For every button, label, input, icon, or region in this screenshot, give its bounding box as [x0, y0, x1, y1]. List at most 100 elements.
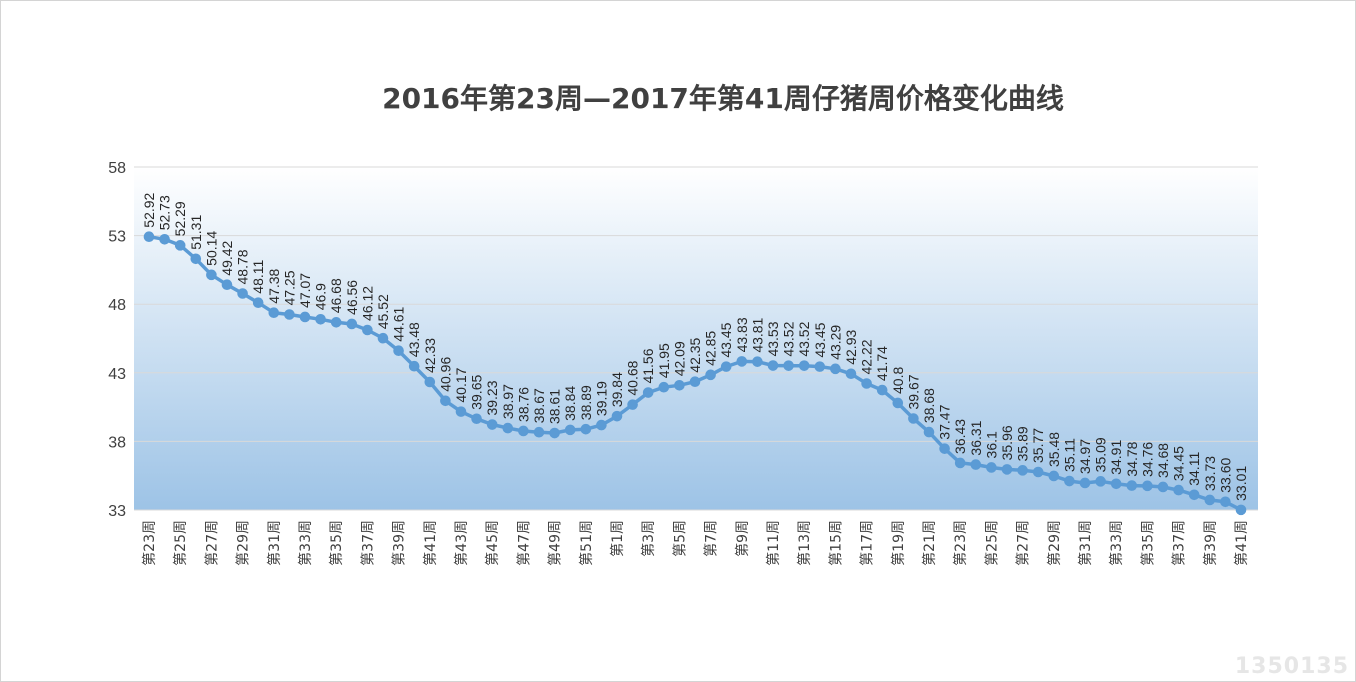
x-tick-label: 第25周	[172, 520, 189, 566]
data-label: 36.1	[983, 431, 999, 458]
data-label: 35.09	[1093, 437, 1109, 472]
data-point	[1001, 464, 1013, 475]
data-point	[767, 360, 779, 371]
data-label: 42.93	[843, 330, 859, 365]
data-point	[424, 376, 436, 388]
x-tick-label: 第17周	[859, 520, 876, 566]
data-point	[580, 423, 592, 435]
data-label: 40.17	[453, 367, 469, 402]
data-point	[986, 462, 997, 473]
data-label: 42.35	[687, 337, 703, 372]
data-point	[658, 381, 670, 393]
y-tick-label: 58	[108, 160, 126, 177]
x-tick-label: 第13周	[796, 520, 813, 566]
x-tick-label: 第37周	[359, 520, 376, 566]
data-label: 43.45	[718, 322, 734, 357]
data-label: 43.52	[781, 321, 797, 356]
data-label: 48.11	[250, 259, 266, 293]
data-label: 40.68	[625, 360, 641, 395]
data-point	[720, 361, 732, 372]
series-points	[143, 231, 1247, 516]
data-label: 38.84	[562, 386, 578, 421]
data-point	[1220, 496, 1231, 508]
data-label: 39.23	[484, 380, 500, 415]
x-tick-label: 第3周	[640, 520, 657, 557]
data-point	[876, 384, 888, 396]
data-point	[315, 313, 326, 325]
x-axis: 第23周 第25周 第27周 第29周 第31周 第33周 第35周 第37周 第39周 第41周…	[141, 520, 1250, 566]
data-point	[1204, 494, 1216, 506]
data-point	[1095, 476, 1106, 487]
data-label: 46.12	[359, 286, 375, 321]
data-label: 35.96	[999, 425, 1015, 460]
data-label: 34.78	[1124, 441, 1140, 476]
data-point	[689, 376, 701, 388]
data-point	[190, 253, 202, 265]
data-label: 33.73	[1202, 456, 1218, 491]
data-point	[954, 457, 966, 469]
data-point	[798, 360, 810, 371]
x-tick-label: 第43周	[453, 520, 470, 566]
data-point	[268, 307, 280, 319]
data-point	[1188, 489, 1200, 501]
data-label: 47.38	[266, 268, 282, 303]
data-label: 38.68	[921, 388, 937, 423]
data-point	[330, 317, 342, 328]
data-label: 34.97	[1077, 439, 1093, 474]
x-tick-label: 第41周	[422, 520, 439, 566]
x-tick-label: 第9周	[734, 520, 751, 557]
x-tick-label: 第19周	[890, 520, 907, 566]
data-label: 43.45	[812, 322, 828, 357]
data-label: 43.81	[749, 317, 765, 352]
data-point	[1126, 480, 1138, 491]
data-point	[221, 279, 233, 291]
data-label: 43.48	[406, 322, 422, 357]
data-point	[393, 345, 404, 357]
data-label: 35.11	[1061, 438, 1077, 472]
data-point	[845, 368, 857, 380]
data-label: 38.61	[547, 389, 563, 424]
data-label: 41.56	[640, 348, 656, 383]
data-label: 47.25	[281, 270, 297, 305]
x-tick-label: 第11周	[765, 520, 782, 566]
data-label: 43.53	[765, 321, 781, 356]
data-point	[1064, 475, 1075, 487]
x-tick-label: 第33周	[297, 520, 314, 566]
data-label: 41.74	[874, 346, 890, 381]
data-point	[1017, 465, 1028, 476]
x-tick-label: 第21周	[921, 520, 938, 566]
x-tick-label: 第23周	[952, 520, 969, 566]
data-label: 43.83	[734, 317, 750, 352]
x-tick-label: 第33周	[1108, 520, 1125, 566]
data-label: 52.92	[141, 192, 157, 227]
data-label: 38.97	[500, 384, 516, 419]
data-label: 33.01	[1233, 466, 1249, 501]
x-tick-label: 第35周	[328, 520, 345, 566]
data-point	[299, 311, 311, 323]
data-point	[284, 309, 295, 320]
data-point	[549, 427, 560, 439]
data-point	[440, 395, 451, 407]
data-label: 38.89	[578, 385, 594, 420]
chart-title: 2016年第23周—2017年第41周仔猪周价格变化曲线	[382, 82, 1064, 115]
data-point	[1079, 477, 1091, 489]
data-point	[1235, 504, 1247, 516]
data-point	[642, 387, 654, 398]
data-point	[237, 288, 248, 299]
data-label: 37.47	[937, 404, 953, 439]
data-label: 38.76	[515, 387, 531, 422]
data-point	[362, 324, 373, 336]
data-point	[408, 360, 420, 372]
data-label: 50.14	[203, 231, 219, 266]
data-point	[502, 422, 514, 434]
data-point	[206, 269, 217, 281]
data-point	[377, 332, 389, 344]
x-tick-label: 第51周	[578, 520, 595, 566]
data-point	[892, 397, 904, 409]
data-label: 49.42	[219, 240, 235, 275]
data-label: 34.68	[1155, 443, 1171, 478]
data-label: 35.89	[1015, 426, 1031, 461]
data-point	[1142, 480, 1153, 492]
